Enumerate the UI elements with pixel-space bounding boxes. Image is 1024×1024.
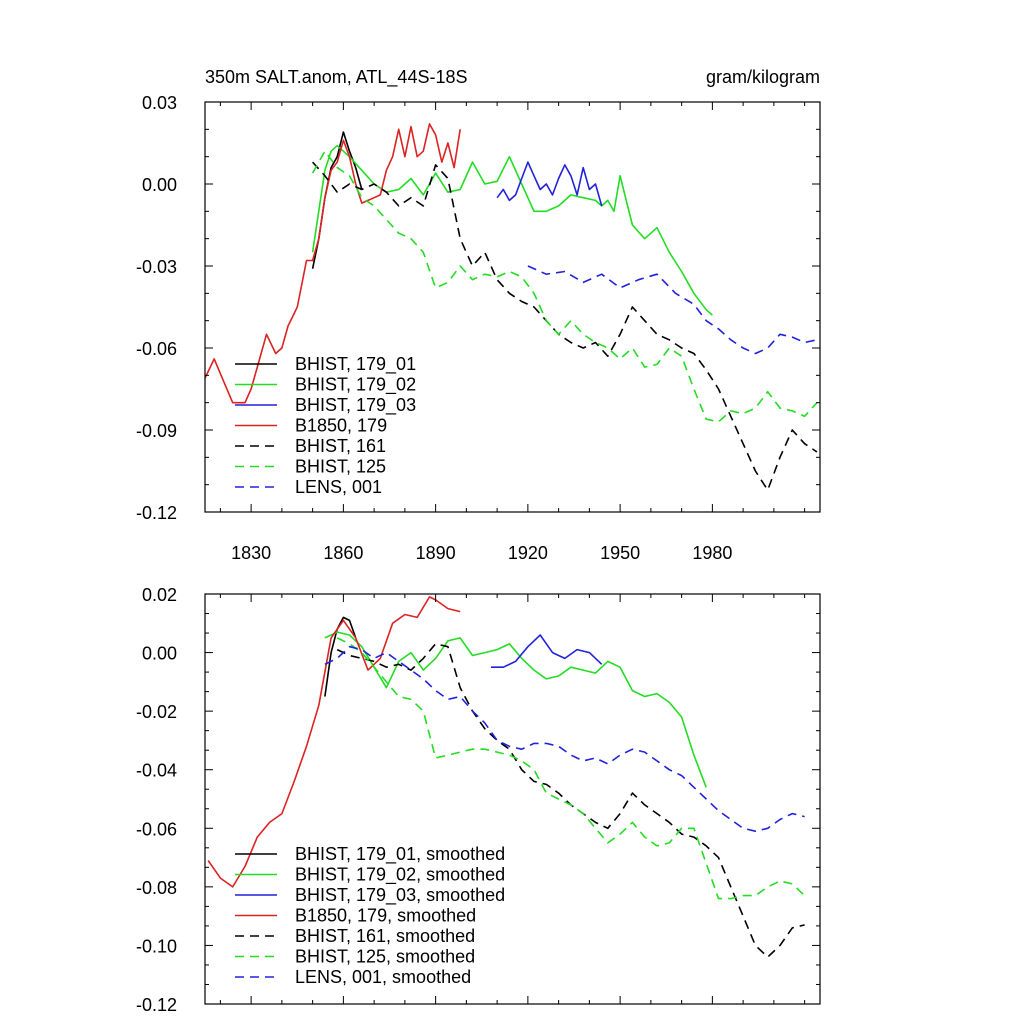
series-line-3 bbox=[491, 634, 603, 669]
series-line-7 bbox=[324, 645, 805, 833]
series-line-2 bbox=[311, 144, 713, 316]
y-tick-label: -0.08 bbox=[136, 878, 177, 898]
legend-label: BHIST, 125 bbox=[295, 457, 386, 477]
x-tick-label: 1830 bbox=[231, 543, 271, 563]
series-line-1 bbox=[324, 616, 357, 697]
legend-label: LENS, 001, smoothed bbox=[295, 967, 471, 987]
legend-label: BHIST, 161, smoothed bbox=[295, 926, 475, 946]
x-tick-label: 1890 bbox=[416, 543, 456, 563]
y-tick-label: -0.10 bbox=[136, 936, 177, 956]
legend-label: BHIST, 179_01 bbox=[295, 354, 416, 375]
series-group bbox=[205, 123, 818, 491]
top-plot-area: 1830 1860 1890 1920 1950 1980 0.03 0.00 -0.03 -0.… bbox=[136, 93, 821, 563]
legend-label: BHIST, 125, smoothed bbox=[295, 947, 475, 967]
legend-label: BHIST, 179_03 bbox=[295, 395, 416, 416]
bottom-plot-area: 0.02 0.00 -0.02 -0.04 -0.06 -0.08 -0.10 -0.12 BH… bbox=[136, 585, 821, 1015]
y-tick-label: -0.09 bbox=[136, 421, 177, 441]
legend-label: LENS, 001 bbox=[295, 477, 382, 497]
series-line-6 bbox=[336, 637, 806, 900]
y-tick-label: 0.03 bbox=[142, 93, 177, 113]
y-tick-label: -0.04 bbox=[136, 761, 177, 781]
y-tick-label: -0.12 bbox=[136, 995, 177, 1015]
series-line-7 bbox=[527, 265, 818, 355]
x-tick-label: 1950 bbox=[600, 543, 640, 563]
series-line-6 bbox=[311, 150, 818, 423]
top-panel: 350m SALT.anom, ATL_44S-18S gram/kilogra… bbox=[136, 67, 821, 563]
legend-label: B1850, 179 bbox=[295, 416, 387, 436]
x-tick-label: 1920 bbox=[508, 543, 548, 563]
y-tick-label: -0.06 bbox=[136, 819, 177, 839]
y-tick-label: -0.02 bbox=[136, 702, 177, 722]
legend-label: BHIST, 161 bbox=[295, 436, 386, 456]
y-tick-label: 0.02 bbox=[142, 585, 177, 605]
legend-label: BHIST, 179_01, smoothed bbox=[295, 844, 505, 865]
top-title: 350m SALT.anom, ATL_44S-18S bbox=[205, 67, 468, 88]
series-line-5 bbox=[312, 161, 818, 491]
series-line-2 bbox=[324, 631, 707, 788]
legend-label: BHIST, 179_03, smoothed bbox=[295, 885, 505, 906]
legend-label: BHIST, 179_02 bbox=[295, 375, 416, 396]
y-tick-label: -0.03 bbox=[136, 257, 177, 277]
y-tick-label: -0.12 bbox=[136, 503, 177, 523]
legend-label: B1850, 179, smoothed bbox=[295, 906, 476, 926]
series-group bbox=[207, 596, 806, 958]
top-units-label: gram/kilogram bbox=[706, 67, 820, 87]
plot-frame bbox=[204, 101, 821, 513]
x-tick-label: 1860 bbox=[323, 543, 363, 563]
series-line-3 bbox=[496, 161, 603, 207]
y-tick-label: 0.00 bbox=[142, 644, 177, 664]
series-line-4 bbox=[207, 596, 461, 888]
series-line-4 bbox=[205, 123, 461, 404]
bottom-panel: 0.02 0.00 -0.02 -0.04 -0.06 -0.08 -0.10 -0.12 BH… bbox=[136, 585, 821, 1015]
legend-label: BHIST, 179_02, smoothed bbox=[295, 865, 505, 886]
y-tick-label: -0.06 bbox=[136, 339, 177, 359]
x-tick-label: 1980 bbox=[692, 543, 732, 563]
y-tick-label: 0.00 bbox=[142, 175, 177, 195]
plot-frame bbox=[204, 593, 821, 1005]
